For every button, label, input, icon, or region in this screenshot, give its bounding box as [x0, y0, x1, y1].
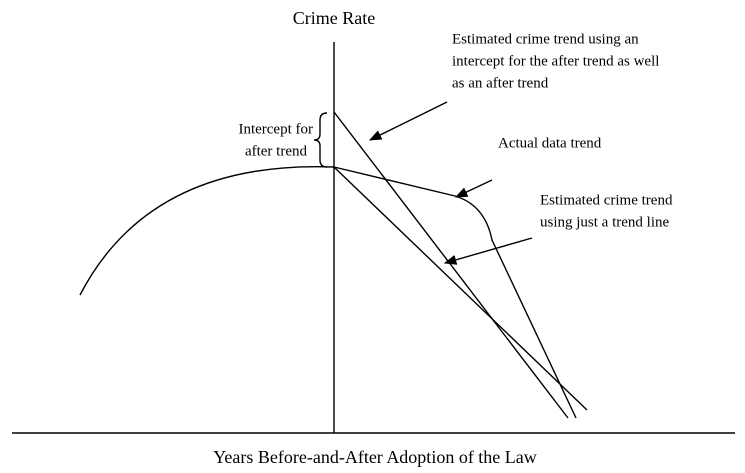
annotation: Intercept for [238, 121, 313, 137]
annotation: after trend [245, 143, 308, 159]
x-axis-label: Years Before-and-After Adoption of the L… [213, 447, 537, 467]
annotation: Estimated crime trend using an [452, 31, 639, 47]
intercept-brace [313, 112, 328, 168]
arrow [443, 237, 533, 265]
before-trend-curve [79, 165, 335, 296]
arrow [368, 101, 448, 141]
annotation: as an after trend [452, 75, 549, 91]
annotation: Actual data trend [498, 135, 602, 151]
annotation: Estimated crime trend [540, 192, 673, 208]
simple-trend-line [333, 166, 588, 411]
annotation: using just a trend line [540, 214, 669, 230]
intercept-trend-line [333, 111, 569, 419]
arrow [454, 179, 493, 198]
y-axis-label: Crime Rate [293, 8, 375, 28]
annotation: intercept for the after trend as well [452, 53, 659, 69]
